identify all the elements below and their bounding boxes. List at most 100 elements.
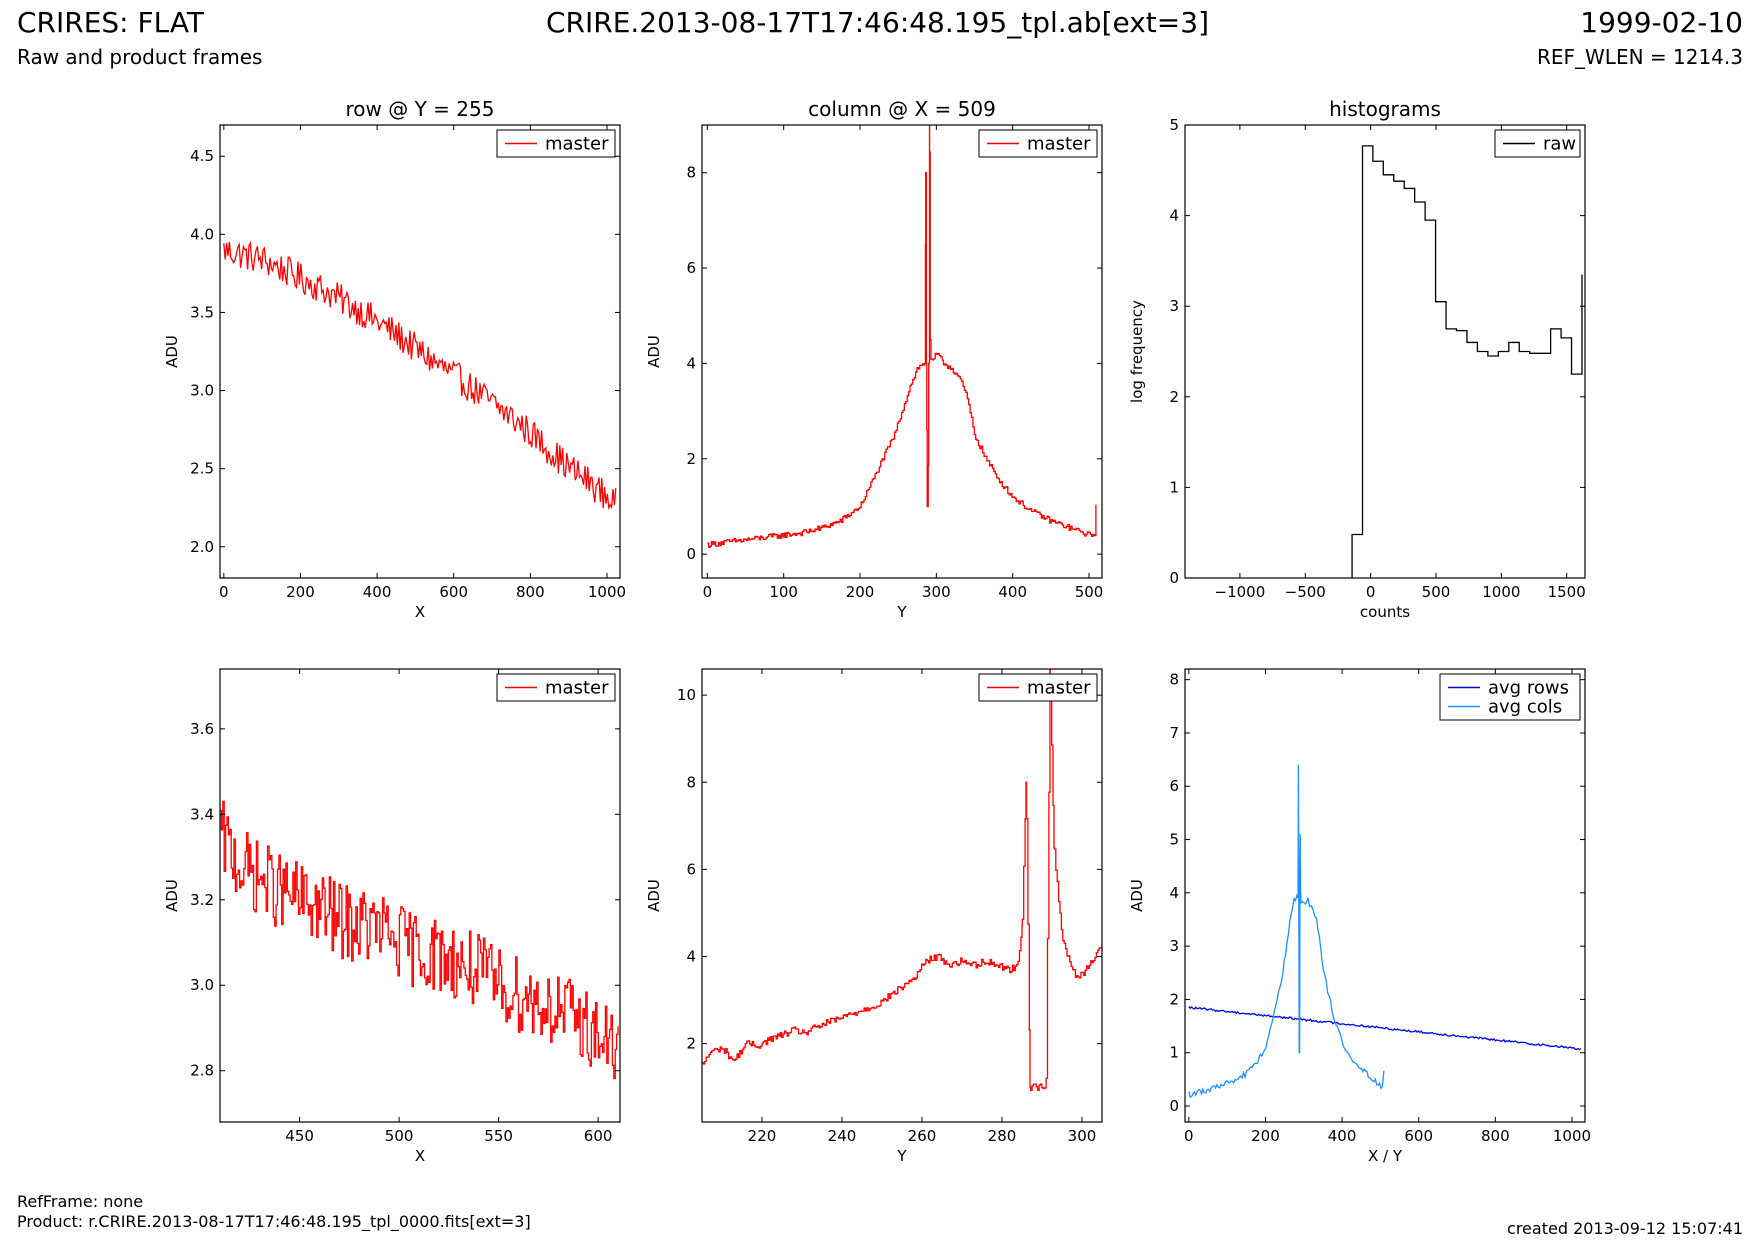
y-tick-label: 3 xyxy=(1169,297,1179,315)
y-tick-label: 3.6 xyxy=(190,720,214,738)
x-axis-label: X xyxy=(415,603,425,621)
axes-frame xyxy=(701,668,1103,1123)
x-tick-label: 1000 xyxy=(1553,1127,1591,1145)
chart-panel-4: 450 500 550 600 2.8 3.0 3.2 3.4 3.6 X ADU master xyxy=(163,668,621,1165)
legend-label: master xyxy=(545,678,609,699)
y-tick-label: 1 xyxy=(1169,1044,1179,1062)
x-tick-label: 1000 xyxy=(1482,583,1520,601)
x-tick-label: 1000 xyxy=(588,583,626,601)
legend: master xyxy=(978,673,1098,702)
x-tick-label: 200 xyxy=(1251,1127,1280,1145)
y-tick-label: 10 xyxy=(677,686,696,704)
x-tick-label: 220 xyxy=(748,1127,777,1145)
x-tick-label: 400 xyxy=(1328,1127,1357,1145)
legend-label: master xyxy=(1027,678,1091,699)
figure-subtitle: Raw and product frames xyxy=(17,45,263,69)
y-tick-label: 4 xyxy=(1169,884,1179,902)
series-line-master xyxy=(223,240,617,511)
x-tick-label: 200 xyxy=(286,583,315,601)
y-tick-label: 4.0 xyxy=(190,225,214,243)
ref-wlen-label: REF_WLEN = 1214.3 xyxy=(1536,45,1743,69)
x-tick-label: 300 xyxy=(1068,1127,1097,1145)
x-axis-label: counts xyxy=(1360,603,1410,621)
x-tick-label: 800 xyxy=(1481,1127,1510,1145)
series-line-master xyxy=(707,125,1097,548)
x-axis-label: X xyxy=(415,1147,425,1165)
x-tick-label: 240 xyxy=(828,1127,857,1145)
y-tick-label: 2.8 xyxy=(190,1062,214,1080)
x-tick-label: 800 xyxy=(516,583,545,601)
x-tick-label: 200 xyxy=(846,583,875,601)
y-tick-label: 5 xyxy=(1169,116,1179,134)
y-tick-label: 0 xyxy=(1169,569,1179,587)
y-tick-label: 3.5 xyxy=(190,303,214,321)
y-axis-label: ADU xyxy=(163,335,181,368)
y-tick-label: 0 xyxy=(686,545,696,563)
figure-title: CRIRES: FLAT xyxy=(17,6,204,39)
y-tick-label: 2 xyxy=(686,450,696,468)
series-line-master xyxy=(702,669,1102,1091)
y-tick-label: 5 xyxy=(1169,831,1179,849)
x-tick-label: 300 xyxy=(922,583,951,601)
series-line-avg-rows xyxy=(1188,1006,1582,1051)
chart-panel-6: 0 200 400 600 800 1000 0 1 2 3 4 5 6 7 8 X / Y ADU avg ro… xyxy=(1128,668,1591,1165)
legend-label: master xyxy=(545,134,609,155)
y-tick-label: 3.0 xyxy=(190,976,214,994)
y-tick-label: 4 xyxy=(1169,207,1179,225)
series-line-master xyxy=(220,800,619,1080)
y-tick-label: 7 xyxy=(1169,724,1179,742)
legend-label: avg cols xyxy=(1488,697,1562,718)
axes-frame xyxy=(1184,124,1586,579)
y-axis-label: ADU xyxy=(645,879,663,912)
plot-area xyxy=(702,669,1102,1091)
date-label: 1999-02-10 xyxy=(1580,6,1743,39)
chart-title: histograms xyxy=(1329,97,1441,121)
plot-area xyxy=(1351,145,1583,578)
legend: master xyxy=(496,129,616,158)
y-tick-label: 2.0 xyxy=(190,538,214,556)
x-tick-label: 260 xyxy=(908,1127,937,1145)
x-tick-label: 100 xyxy=(769,583,798,601)
plot-area xyxy=(707,125,1097,548)
y-tick-label: 1 xyxy=(1169,478,1179,496)
legend-label: master xyxy=(1027,134,1091,155)
y-tick-label: 4 xyxy=(686,354,696,372)
x-tick-label: 450 xyxy=(285,1127,314,1145)
product-label: Product: r.CRIRE.2013-08-17T17:46:48.195… xyxy=(17,1212,531,1231)
y-tick-label: 0 xyxy=(1169,1097,1179,1115)
y-axis-label: ADU xyxy=(163,879,181,912)
chart-panel-2: 0 100 200 300 400 500 0 2 4 6 8 column @ X = 509 Y AD… xyxy=(645,97,1103,621)
y-tick-label: 6 xyxy=(1169,777,1179,795)
chart-panel-5: 220 240 260 280 300 2 4 6 8 10 Y ADU master xyxy=(645,668,1103,1165)
y-tick-label: 6 xyxy=(686,860,696,878)
axes-frame xyxy=(219,124,621,579)
x-tick-label: 550 xyxy=(484,1127,513,1145)
chart-title: row @ Y = 255 xyxy=(346,97,495,121)
y-tick-label: 3.4 xyxy=(190,805,214,823)
chart-panel-3: −1000 −500 0 500 1000 1500 0 1 2 3 4 5 histograms cou… xyxy=(1128,97,1586,621)
y-tick-label: 3.2 xyxy=(190,891,214,909)
x-tick-label: 500 xyxy=(385,1127,414,1145)
file-name-title: CRIRE.2013-08-17T17:46:48.195_tpl.ab[ext… xyxy=(545,6,1209,39)
x-tick-label: 600 xyxy=(439,583,468,601)
series-line-raw xyxy=(1351,145,1583,578)
x-tick-label: 0 xyxy=(1366,583,1376,601)
y-tick-label: 8 xyxy=(686,164,696,182)
axes-frame xyxy=(219,668,621,1123)
axes-frame xyxy=(701,124,1103,579)
x-tick-label: 0 xyxy=(703,583,713,601)
legend-label: raw xyxy=(1543,134,1576,155)
y-tick-label: 6 xyxy=(686,259,696,277)
ref-frame-label: RefFrame: none xyxy=(17,1192,144,1211)
x-axis-label: X / Y xyxy=(1368,1147,1403,1165)
y-tick-label: 8 xyxy=(1169,671,1179,689)
plot-area xyxy=(1188,764,1582,1098)
y-tick-label: 2 xyxy=(1169,388,1179,406)
plot-area xyxy=(220,800,619,1080)
x-tick-label: 400 xyxy=(363,583,392,601)
x-tick-label: −1000 xyxy=(1215,583,1266,601)
legend: raw xyxy=(1494,129,1581,158)
x-axis-label: Y xyxy=(896,603,907,621)
